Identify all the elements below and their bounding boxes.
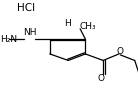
Text: NH: NH xyxy=(23,28,36,37)
Text: H₂N: H₂N xyxy=(1,35,18,44)
Text: O: O xyxy=(98,74,105,83)
Text: H: H xyxy=(64,19,71,28)
Text: CH₃: CH₃ xyxy=(80,22,96,31)
Text: HCl: HCl xyxy=(17,3,35,13)
Text: O: O xyxy=(117,47,124,56)
